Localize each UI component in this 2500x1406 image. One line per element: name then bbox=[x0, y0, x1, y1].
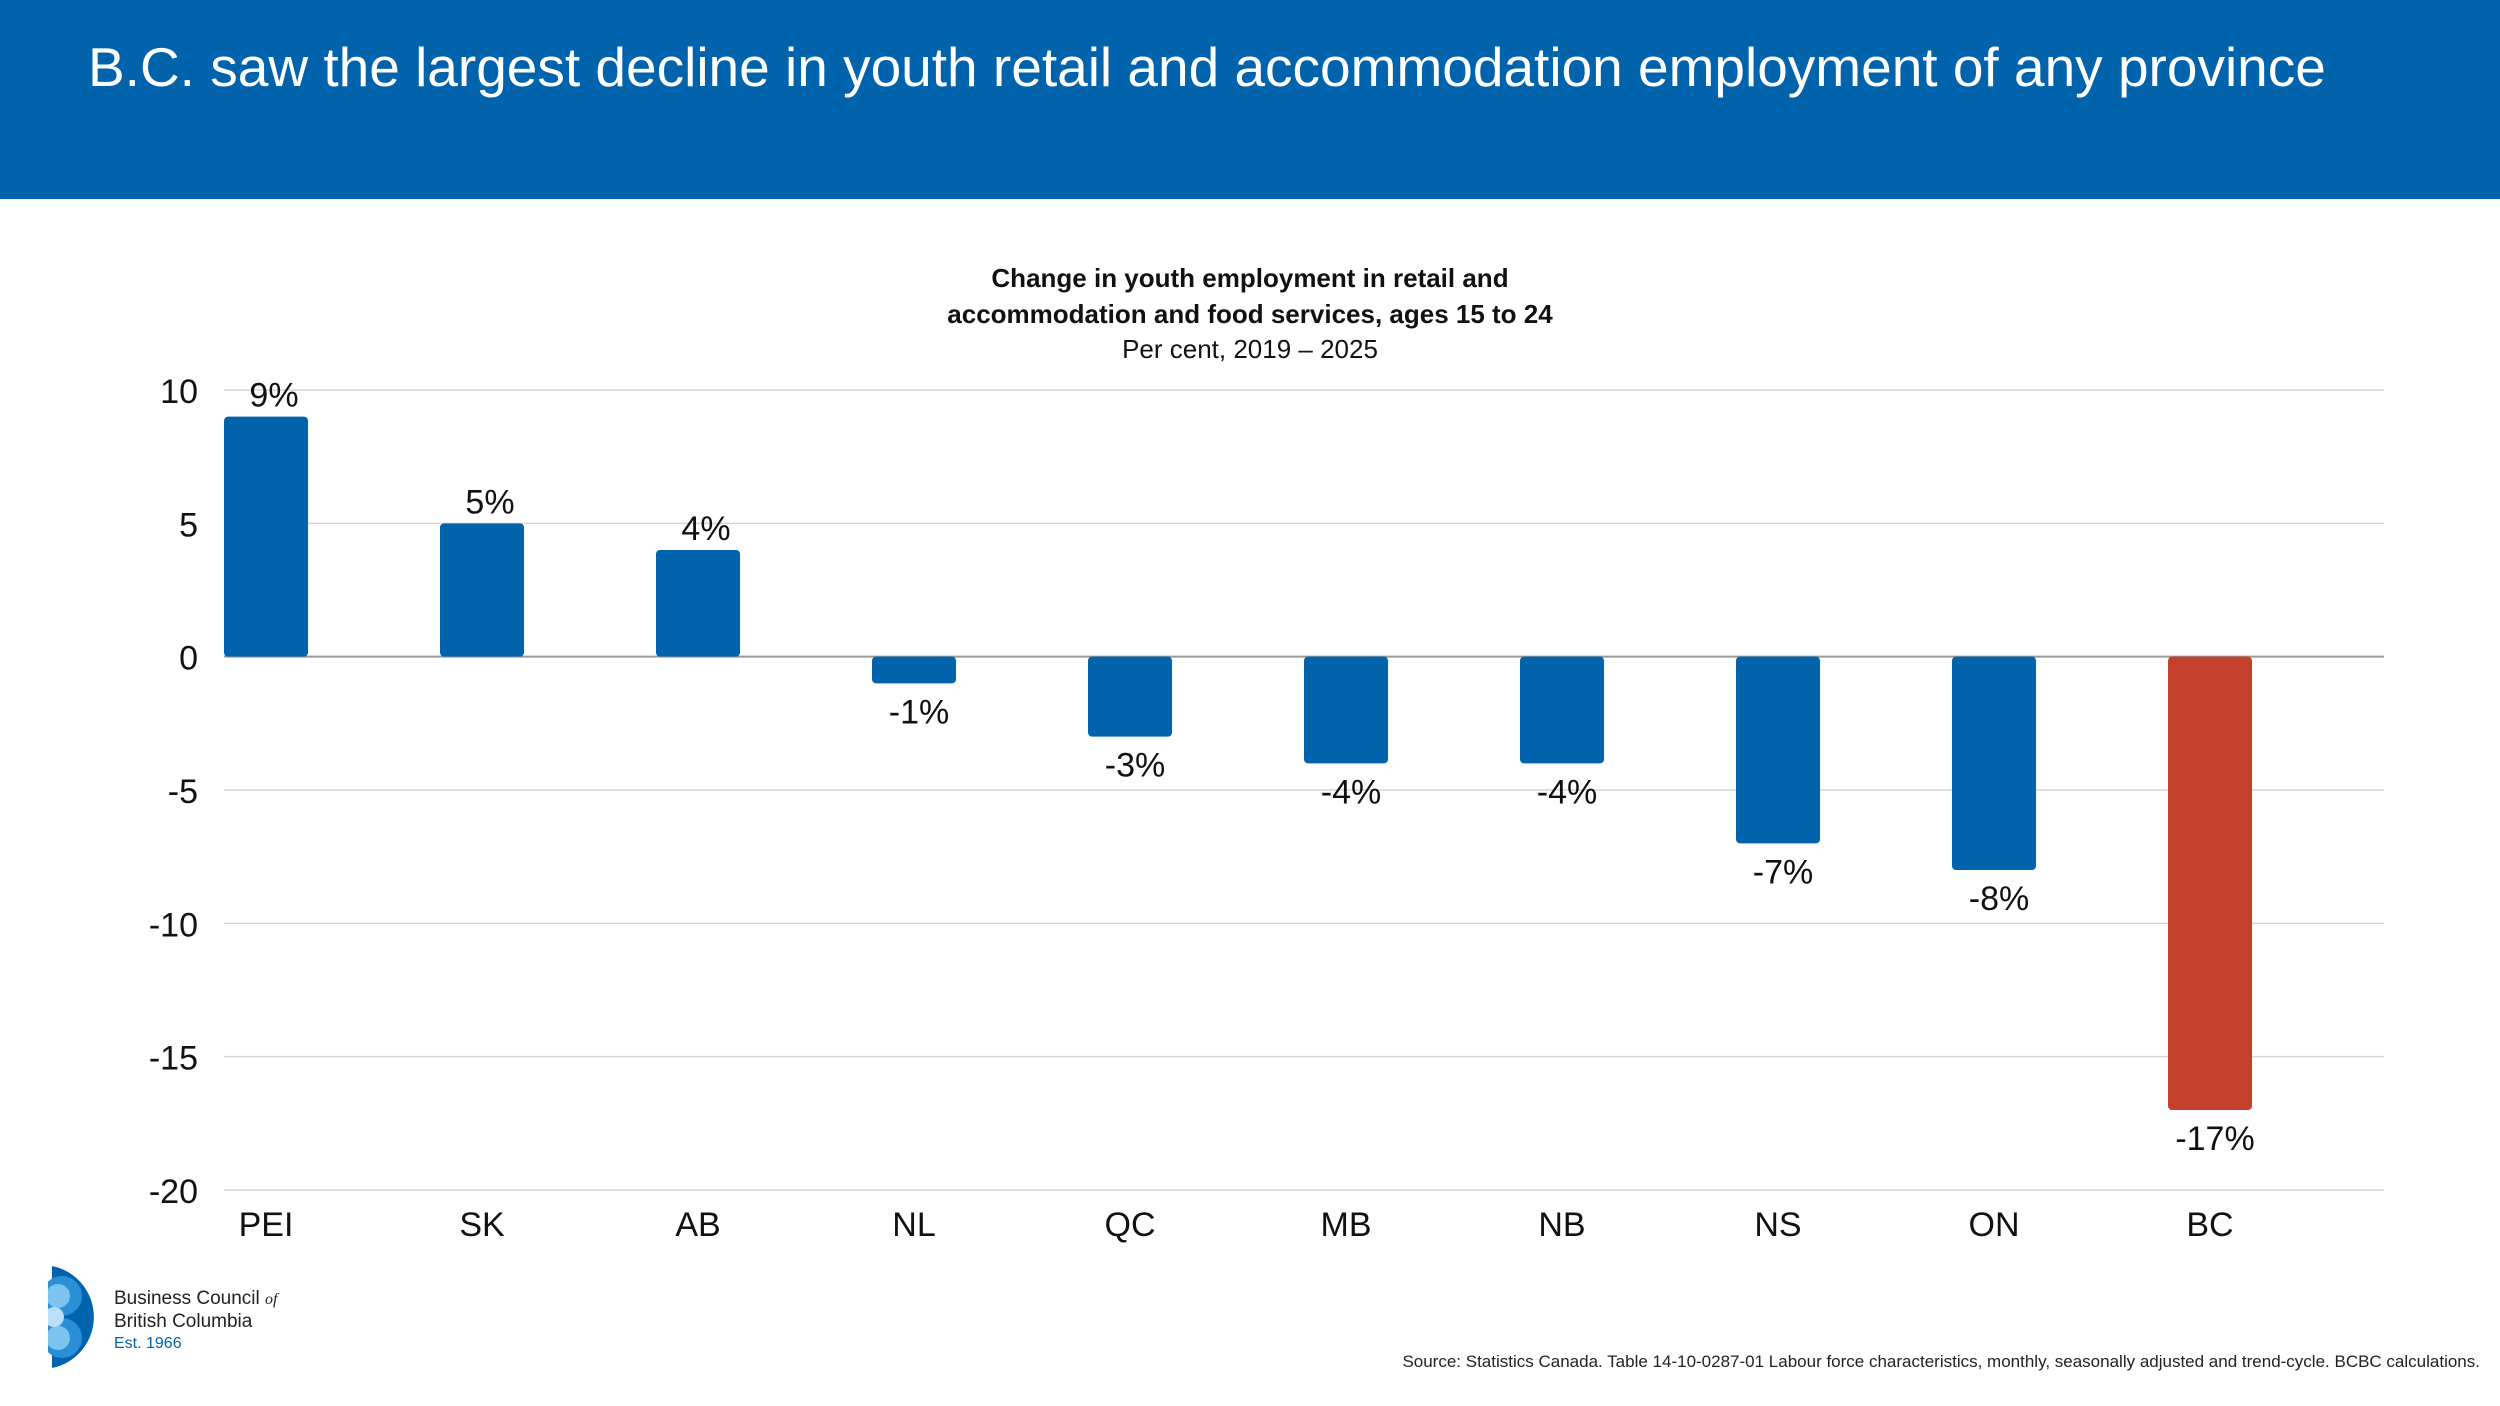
data-label: -7% bbox=[1753, 853, 1813, 891]
chart-title: Change in youth employment in retail and… bbox=[947, 263, 1553, 329]
data-label: 9% bbox=[249, 377, 298, 415]
y-tick-label: 0 bbox=[179, 640, 198, 678]
bar bbox=[656, 550, 740, 657]
data-label: 5% bbox=[465, 483, 514, 521]
chart-heading: Change in youth employment in retail and… bbox=[650, 260, 1850, 366]
bar bbox=[1736, 656, 1820, 844]
bar bbox=[872, 656, 956, 684]
data-label: 4% bbox=[681, 510, 730, 548]
y-tick-label: -15 bbox=[149, 1040, 198, 1078]
x-tick-label: NB bbox=[1538, 1206, 1585, 1244]
y-tick-label: -10 bbox=[149, 906, 198, 944]
x-tick-label: MB bbox=[1321, 1206, 1372, 1244]
header-banner: B.C. saw the largest decline in youth re… bbox=[0, 0, 2500, 199]
logo-est: Est. 1966 bbox=[114, 1335, 182, 1352]
y-tick-label: -20 bbox=[149, 1173, 198, 1211]
logo-text: Business Council of British Columbia Est… bbox=[114, 1288, 277, 1355]
bar bbox=[224, 416, 308, 657]
y-tick-label: 10 bbox=[160, 373, 198, 411]
bar bbox=[1304, 656, 1388, 764]
logo-mark-icon bbox=[42, 1266, 94, 1368]
data-label: -17% bbox=[2175, 1120, 2254, 1158]
logo-of: of bbox=[265, 1291, 278, 1308]
page-title: B.C. saw the largest decline in youth re… bbox=[88, 36, 2326, 98]
bar bbox=[1952, 656, 2036, 870]
source-note: Source: Statistics Canada. Table 14-10-0… bbox=[1402, 1352, 2480, 1371]
data-label: -3% bbox=[1105, 747, 1165, 785]
data-label: -8% bbox=[1969, 880, 2029, 918]
data-label: -1% bbox=[889, 693, 949, 731]
y-tick-label: 5 bbox=[179, 506, 198, 544]
bar bbox=[1520, 656, 1604, 764]
x-tick-label: QC bbox=[1105, 1206, 1156, 1244]
x-tick-label: AB bbox=[675, 1206, 720, 1244]
data-label: -4% bbox=[1537, 773, 1597, 811]
bcbc-logo: Business Council of British Columbia Est… bbox=[42, 1262, 348, 1372]
bar bbox=[2168, 656, 2252, 1110]
x-tick-label: BC bbox=[2186, 1206, 2233, 1244]
x-tick-label: ON bbox=[1969, 1206, 2020, 1244]
logo-line1: Business Council bbox=[114, 1288, 260, 1309]
x-tick-label: NS bbox=[1754, 1206, 1801, 1244]
bar bbox=[440, 523, 524, 657]
x-tick-label: PEI bbox=[239, 1206, 294, 1244]
x-tick-label: NL bbox=[892, 1206, 935, 1244]
x-tick-label: SK bbox=[459, 1206, 505, 1244]
logo-line2: British Columbia bbox=[114, 1311, 253, 1332]
chart-subtitle: Per cent, 2019 – 2025 bbox=[1122, 334, 1378, 364]
y-tick-label: -5 bbox=[168, 773, 198, 811]
data-label: -4% bbox=[1321, 773, 1381, 811]
bar bbox=[1088, 656, 1172, 737]
